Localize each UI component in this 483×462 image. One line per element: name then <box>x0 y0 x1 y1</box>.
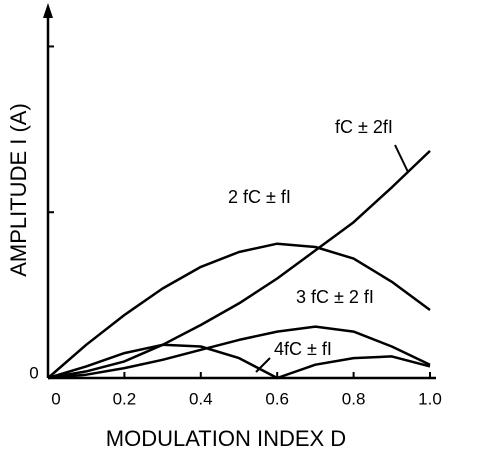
series-label: 4fC ± fI <box>274 339 332 359</box>
x-tick-label: 0.8 <box>342 389 366 408</box>
series-label: 2 fC ± fI <box>228 187 291 207</box>
series-line <box>47 149 431 380</box>
series-line <box>47 242 431 379</box>
x-axis-label: MODULATION INDEX D <box>106 426 346 451</box>
series-label: 3 fC ± 2 fI <box>296 287 374 307</box>
x-tick-label: 0.6 <box>265 389 289 408</box>
y-axis-arrow <box>43 3 53 18</box>
series-line <box>47 343 431 380</box>
label-leader <box>255 357 271 373</box>
series-label: fC ± 2fI <box>335 117 393 137</box>
y-tick-label: 0 <box>29 363 38 382</box>
y-axis-label: AMPLITUDE I (A) <box>6 103 31 277</box>
x-tick-label: 1.0 <box>418 389 442 408</box>
label-leader <box>394 144 409 173</box>
x-tick-label: 0 <box>51 389 60 408</box>
x-tick-label: 0.4 <box>189 389 213 408</box>
x-tick-label: 0.2 <box>113 389 137 408</box>
series-line <box>47 325 431 380</box>
